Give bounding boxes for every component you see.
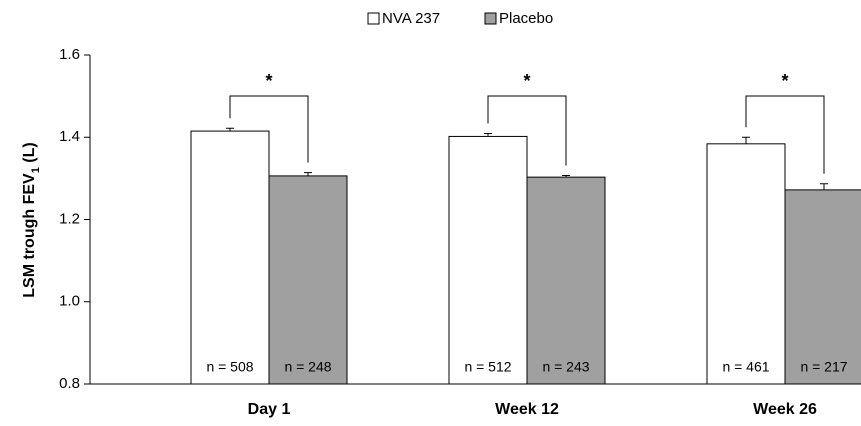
bar <box>448 135 528 385</box>
legend-swatch <box>484 12 497 25</box>
significance-bracket <box>487 95 567 166</box>
n-label: n = 508 <box>206 359 253 375</box>
significance-bracket <box>745 95 825 174</box>
y-label-text: LSM trough FEV <box>21 173 38 298</box>
error-bar <box>226 127 234 132</box>
y-tick-label: 0.8 <box>59 375 80 392</box>
y-label-text: (L) <box>21 142 38 167</box>
legend-label: Placebo <box>499 10 553 27</box>
n-label: n = 217 <box>800 359 847 375</box>
bar <box>190 130 270 385</box>
y-tick-label: 1.6 <box>59 46 80 63</box>
bar <box>784 189 861 385</box>
n-label: n = 248 <box>284 359 331 375</box>
y-tick-label: 1.4 <box>59 128 80 145</box>
significance-star: * <box>523 71 530 91</box>
bar <box>526 176 606 385</box>
error-bar <box>562 174 570 178</box>
bar <box>706 143 786 385</box>
y-axis-label: LSM trough FEV1 (L) <box>21 142 42 297</box>
significance-star: * <box>781 71 788 91</box>
x-tick-label: Day 1 <box>248 401 291 418</box>
y-label-subscript: 1 <box>30 167 42 173</box>
n-label: n = 243 <box>542 359 589 375</box>
error-bar <box>742 136 750 144</box>
n-label: n = 461 <box>722 359 769 375</box>
n-label: n = 512 <box>464 359 511 375</box>
significance-bracket <box>229 95 309 163</box>
error-bar <box>484 133 492 137</box>
error-bar <box>304 172 312 176</box>
y-tick-label: 1.0 <box>59 293 80 310</box>
legend-swatch <box>367 12 380 25</box>
y-tick-label: 1.2 <box>59 210 80 227</box>
x-tick-label: Week 26 <box>753 401 817 418</box>
legend-label: NVA 237 <box>382 10 440 27</box>
error-bar <box>820 183 828 190</box>
x-tick-label: Week 12 <box>495 401 559 418</box>
bar <box>268 175 348 385</box>
significance-star: * <box>265 71 272 91</box>
